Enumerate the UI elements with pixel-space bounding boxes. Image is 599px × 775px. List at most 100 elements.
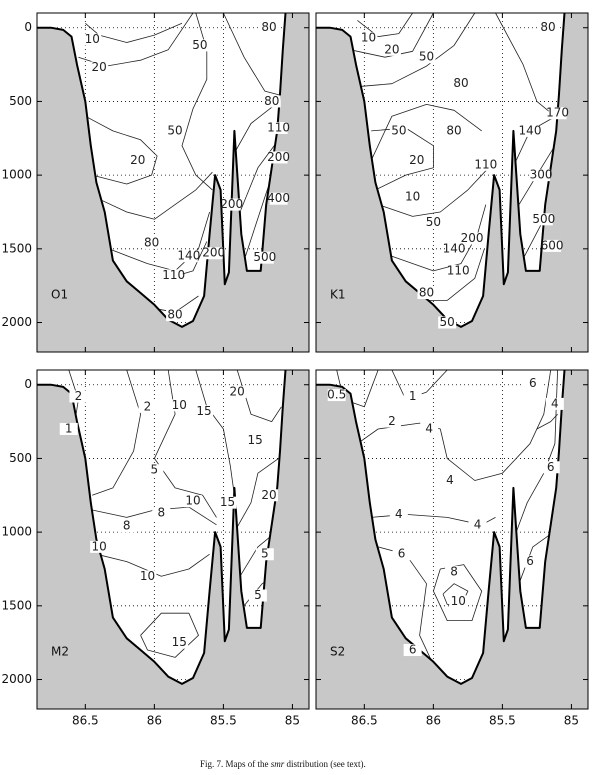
contour-label: 10 — [405, 190, 420, 204]
contour-label-bg — [83, 33, 102, 46]
contour-label: 4 — [395, 507, 403, 521]
panel-label: M2 — [51, 645, 69, 659]
contour-label-bg — [389, 124, 408, 137]
x-tick-label: 85.5 — [489, 714, 516, 728]
contour-line — [140, 612, 199, 658]
contour-label-bg — [403, 191, 422, 204]
contour-label: 6 — [398, 547, 406, 561]
contour-label-bg — [440, 474, 459, 487]
x-tick-label: 85.5 — [210, 714, 237, 728]
contour-label-bg — [170, 399, 189, 412]
contour-label-bg — [179, 250, 198, 263]
contour-label-bg — [255, 548, 274, 561]
contour-label-bg — [534, 213, 553, 226]
contour-label-bg — [218, 496, 237, 509]
contour-line — [357, 12, 476, 88]
contour-label-bg — [138, 570, 157, 583]
contour-label-bg — [417, 287, 436, 300]
contour-label: 50 — [419, 50, 434, 64]
y-tick-label: 1500 — [1, 598, 32, 612]
contour-label-bg — [259, 21, 278, 34]
panel-frame — [36, 369, 310, 710]
contour-label-bg — [403, 644, 422, 657]
contour-line — [518, 531, 554, 584]
contour-line — [336, 369, 379, 408]
contour-label: 600 — [541, 238, 564, 252]
contour-label: 50 — [440, 315, 455, 329]
panel-frame — [315, 12, 589, 353]
contour-label-bg — [359, 32, 378, 45]
contour-line — [239, 139, 279, 213]
contour-line — [195, 369, 235, 496]
contour-label-bg — [59, 422, 78, 435]
contour-label: 0.5 — [327, 388, 346, 402]
contour-label-bg — [164, 269, 183, 282]
contour-label: 20 — [261, 488, 276, 502]
contour-label-bg — [90, 61, 109, 74]
panel: 2 1 2 5 10 15 20 15 10 8 8 10 10 15 15 20 5 5 0 500 1000 1500… — [1, 369, 310, 728]
contour-label-bg — [451, 77, 470, 90]
contour-label: 200 — [202, 246, 225, 260]
contour-label-bg — [138, 400, 157, 413]
contour-label: 5 — [151, 463, 159, 477]
contour-label-bg — [438, 316, 457, 329]
contour-label: 200 — [461, 231, 484, 245]
x-tick-label: 86.5 — [72, 714, 99, 728]
contour-line — [85, 115, 158, 185]
seafloor-outline — [316, 12, 566, 328]
contour-line — [357, 12, 413, 37]
contour-label: 20 — [230, 385, 245, 399]
contour-line — [433, 564, 483, 621]
contour-label-bg — [543, 239, 562, 252]
contour-label: 20 — [384, 42, 399, 56]
contour-label: 200 — [267, 150, 290, 164]
contour-label-bg — [463, 232, 482, 245]
y-tick-label: 0 — [24, 377, 32, 391]
contour-label-bg — [246, 434, 265, 447]
contour-label: 110 — [267, 120, 290, 134]
panel-frame — [315, 369, 589, 710]
contour-label-bg — [420, 422, 439, 435]
contour-label: 15 — [196, 404, 211, 418]
x-tick-label: 86 — [426, 714, 441, 728]
contour-label: 50 — [391, 123, 406, 137]
panel-label: K1 — [330, 288, 346, 302]
contour-label-bg — [152, 506, 171, 519]
contour-label: 10 — [91, 539, 106, 553]
contour-label: 80 — [419, 286, 434, 300]
contour-label-bg — [417, 51, 436, 64]
contour-label: 2 — [144, 399, 152, 413]
contour-label: 80 — [446, 123, 461, 137]
contour-label-bg — [117, 520, 136, 533]
contour-label-bg — [184, 495, 203, 508]
y-tick-label: 0 — [24, 20, 32, 34]
contour-label: 15 — [248, 433, 263, 447]
contour-label-bg — [269, 121, 288, 134]
contour-label: 140 — [443, 241, 466, 255]
contour-label-bg — [541, 461, 560, 474]
contour-label: 10 — [85, 32, 100, 46]
contour-label-bg — [69, 390, 88, 403]
contour-label-bg — [521, 124, 540, 137]
x-tick-label: 85 — [564, 714, 579, 728]
seafloor-outline — [37, 369, 287, 685]
panel-label: S2 — [330, 645, 345, 659]
contour-line — [92, 369, 142, 496]
contour-label: 2 — [75, 389, 83, 403]
panel-frame — [36, 12, 310, 353]
caption-prefix: Fig. 7. Maps of the — [200, 759, 271, 769]
panel-label: O1 — [51, 288, 68, 302]
contour-label: 140 — [519, 123, 542, 137]
contour-label: 6 — [409, 643, 417, 657]
contour-label: 10 — [451, 594, 466, 608]
contour-label-bg — [445, 124, 464, 137]
contour-label: 8 — [157, 505, 165, 519]
contour-label-bg — [248, 589, 267, 602]
contour-label: 4 — [446, 473, 454, 487]
contour-label-bg — [392, 548, 411, 561]
contour-label: 50 — [426, 215, 441, 229]
contour-label-bg — [407, 154, 426, 167]
